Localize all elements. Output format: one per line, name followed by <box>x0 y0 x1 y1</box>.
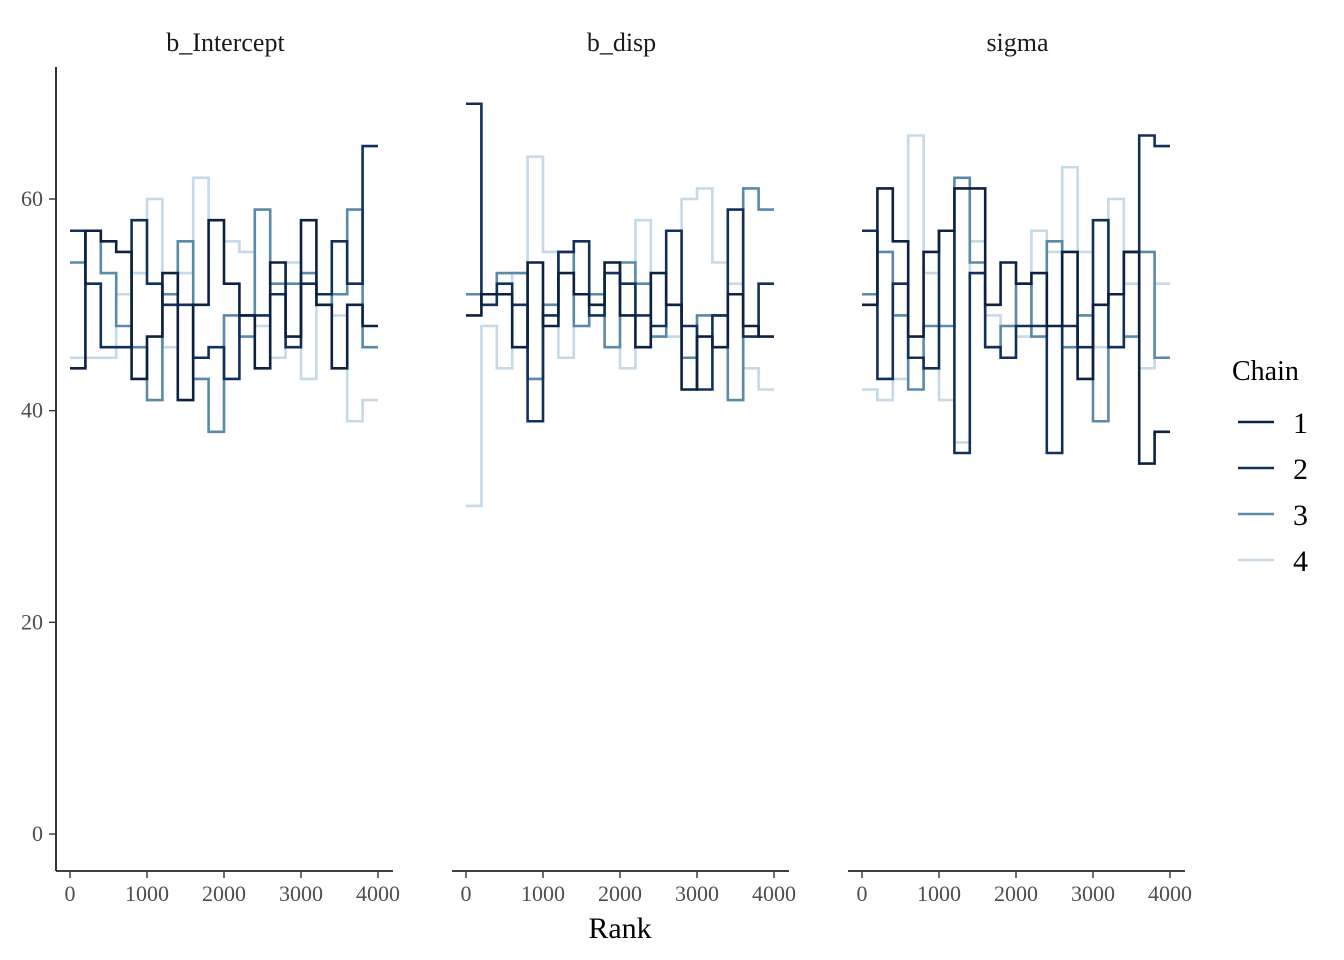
facet-panels: b_Intercept 0 1000 2000 3000 4000 0 20 40 60 b_dis… <box>21 28 1192 906</box>
y-tick-label: 0 <box>32 821 43 846</box>
x-tick-label: 1000 <box>917 881 961 906</box>
legend-label-chain-1: 1 <box>1293 407 1308 440</box>
x-tick-label: 0 <box>857 881 868 906</box>
series-line-chain-1 <box>862 187 1170 465</box>
x-tick-label: 0 <box>65 881 76 906</box>
y-tick-label: 20 <box>21 609 43 634</box>
x-tick-label: 2000 <box>202 881 246 906</box>
x-axis-label: Rank <box>588 912 651 945</box>
panel-b-disp: b_disp 0 1000 2000 3000 4000 <box>452 28 796 906</box>
legend-label-chain-4: 4 <box>1293 545 1308 578</box>
x-tick-label: 2000 <box>598 881 642 906</box>
legend: Chain 1 2 3 4 <box>1232 356 1308 578</box>
series-line-chain-1 <box>466 261 774 391</box>
y-tick-label: 60 <box>21 186 43 211</box>
legend-label-chain-3: 3 <box>1293 499 1308 532</box>
panel-b-intercept: b_Intercept 0 1000 2000 3000 4000 0 20 40 60 <box>21 28 400 906</box>
panel-title: sigma <box>986 28 1049 57</box>
panel-sigma: sigma 0 1000 2000 3000 4000 <box>848 28 1192 906</box>
x-tick-label: 4000 <box>1148 881 1192 906</box>
y-tick-label: 40 <box>21 398 43 423</box>
x-tick-label: 3000 <box>1071 881 1115 906</box>
panel-title: b_Intercept <box>166 28 285 57</box>
series-line-chain-2 <box>862 134 1170 455</box>
panel-title: b_disp <box>587 28 656 57</box>
x-tick-label: 3000 <box>279 881 323 906</box>
x-tick-label: 4000 <box>752 881 796 906</box>
x-tick-label: 0 <box>461 881 472 906</box>
legend-title: Chain <box>1232 356 1299 387</box>
x-tick-label: 1000 <box>125 881 169 906</box>
x-tick-label: 4000 <box>356 881 400 906</box>
legend-label-chain-2: 2 <box>1293 453 1308 486</box>
series-line-chain-1 <box>70 218 378 402</box>
x-tick-label: 2000 <box>994 881 1038 906</box>
x-tick-label: 1000 <box>521 881 565 906</box>
x-tick-label: 3000 <box>675 881 719 906</box>
